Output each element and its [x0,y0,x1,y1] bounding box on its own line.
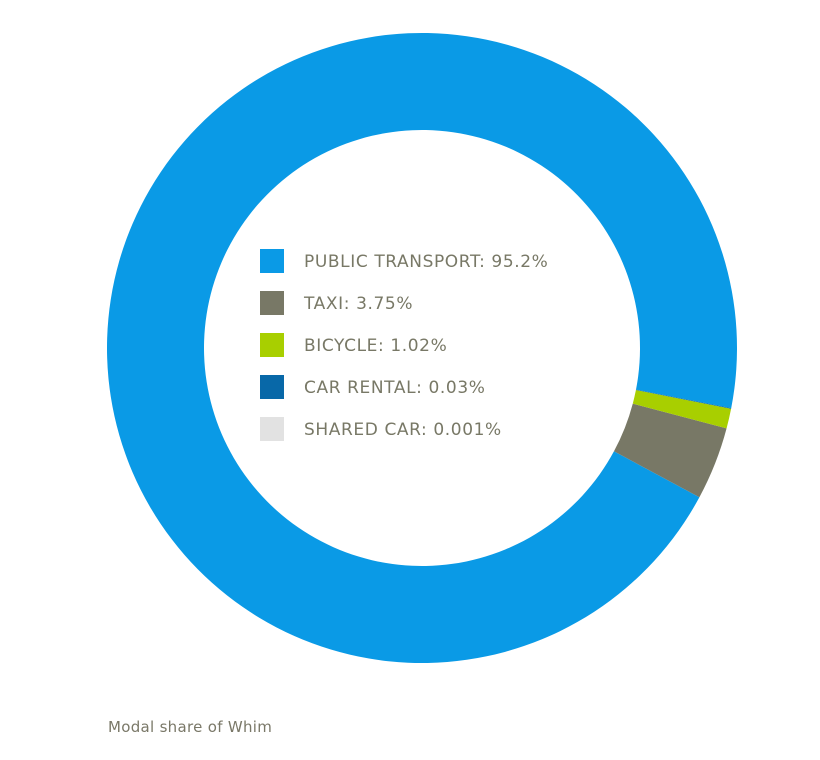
legend-swatch-taxi [260,291,284,315]
slice-car-rental [635,389,732,409]
legend-swatch-car-rental [260,375,284,399]
legend-label-shared-car: SHARED CAR: 0.001% [304,420,502,440]
legend-label-bicycle: BICYCLE: 1.02% [304,336,447,356]
legend-label-taxi: TAXI: 3.75% [303,294,413,314]
slice-shared-car [635,389,732,409]
legend-label-car-rental: CAR RENTAL: 0.03% [304,378,486,398]
donut-slices [107,33,737,664]
slice-bicycle [632,390,732,429]
legend-swatch-shared-car [260,417,284,441]
slice-taxi [613,403,727,498]
chart-caption: Modal share of Whim [108,718,273,736]
chart-legend: PUBLIC TRANSPORT: 95.2% TAXI: 3.75% BICYCL… [260,249,548,441]
legend-label-public-transport: PUBLIC TRANSPORT: 95.2% [304,252,548,272]
legend-swatch-bicycle [260,333,284,357]
slice-public-transport [107,33,737,664]
legend-swatch-public-transport [260,249,284,273]
